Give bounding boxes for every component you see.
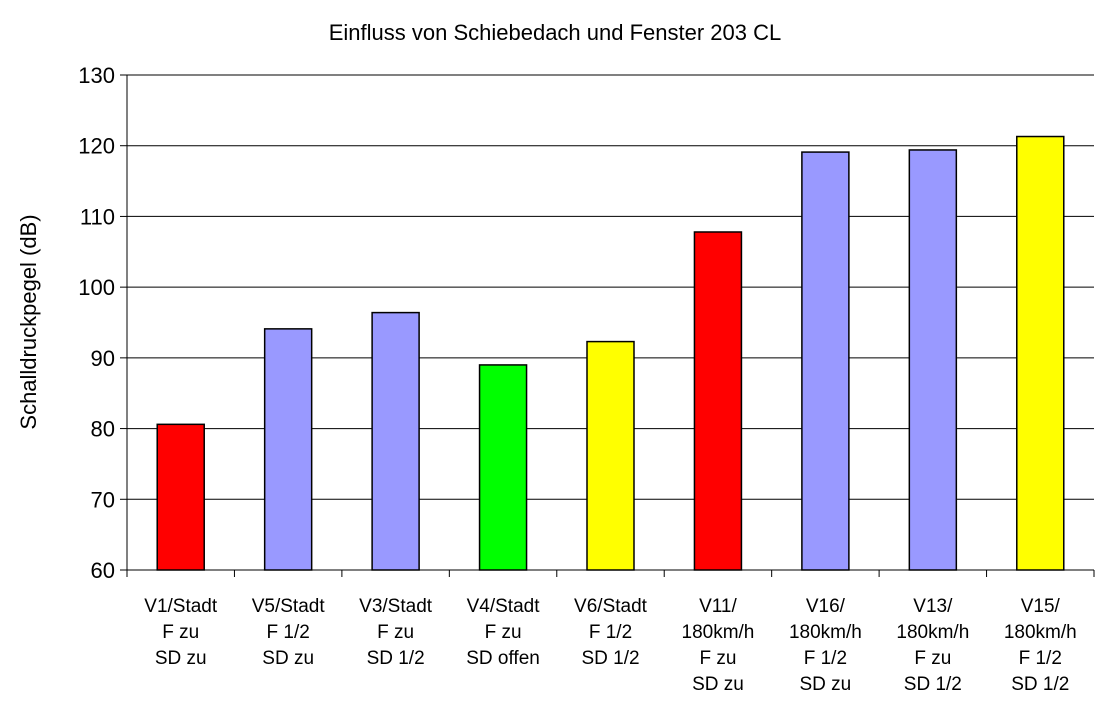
x-tick-label: F 1/2 (589, 622, 632, 643)
x-tick-label: 180km/h (1004, 622, 1077, 643)
y-tick-label: 90 (91, 346, 115, 371)
y-tick-label: 130 (78, 63, 115, 88)
x-tick-label: SD zu (155, 648, 207, 669)
x-tick-label: V4/Stadt (467, 596, 541, 617)
x-tick-label: 180km/h (896, 622, 969, 643)
x-tick-label: 180km/h (789, 622, 862, 643)
x-tick-label: SD zu (800, 674, 852, 695)
x-tick-label: F zu (485, 622, 522, 643)
bar (371, 311, 420, 571)
y-tick-label: 80 (91, 417, 115, 442)
x-tick-label: V5/Stadt (252, 596, 326, 617)
x-tick-label: F zu (914, 648, 951, 669)
chart-title: Einfluss von Schiebedach und Fenster 203… (329, 20, 782, 45)
x-tick-label: F 1/2 (1019, 648, 1062, 669)
y-tick-label: 110 (80, 204, 115, 229)
bar (801, 151, 850, 571)
bar (263, 328, 313, 571)
x-tick-label: SD offen (466, 648, 540, 669)
y-axis-label: Schalldruckpegel (dB) (16, 214, 41, 429)
x-tick-label: F zu (699, 648, 736, 669)
x-tick-label: SD 1/2 (367, 648, 425, 669)
y-tick-label: 60 (91, 558, 115, 583)
y-tick-label: 120 (78, 134, 115, 159)
x-tick-label: SD 1/2 (1011, 674, 1069, 695)
x-tick-label: F 1/2 (267, 622, 310, 643)
x-tick-label: V11/ (699, 596, 737, 617)
x-tick-label: F zu (162, 622, 199, 643)
bar (1016, 135, 1065, 571)
x-tick-label: F zu (377, 622, 414, 643)
y-tick-label: 70 (91, 487, 115, 512)
x-tick-label: V3/Stadt (359, 596, 433, 617)
x-tick-label: V15/ (1021, 596, 1061, 617)
x-tick-label: V16/ (806, 596, 846, 617)
x-tick-label: V1/Stadt (144, 596, 218, 617)
bar (478, 364, 528, 571)
bar (156, 423, 205, 571)
x-tick-label: SD zu (692, 674, 744, 695)
x-tick-label: 180km/h (682, 622, 755, 643)
x-tick-label: SD zu (262, 648, 314, 669)
y-tick-label: 100 (78, 275, 115, 300)
bar (693, 231, 743, 571)
x-tick-label: F 1/2 (804, 648, 847, 669)
x-tick-label: SD 1/2 (904, 674, 962, 695)
bar (908, 149, 958, 571)
bar (586, 340, 635, 571)
x-tick-label: V6/Stadt (574, 596, 648, 617)
x-tick-label: SD 1/2 (581, 648, 639, 669)
x-tick-label: V13/ (913, 596, 953, 617)
